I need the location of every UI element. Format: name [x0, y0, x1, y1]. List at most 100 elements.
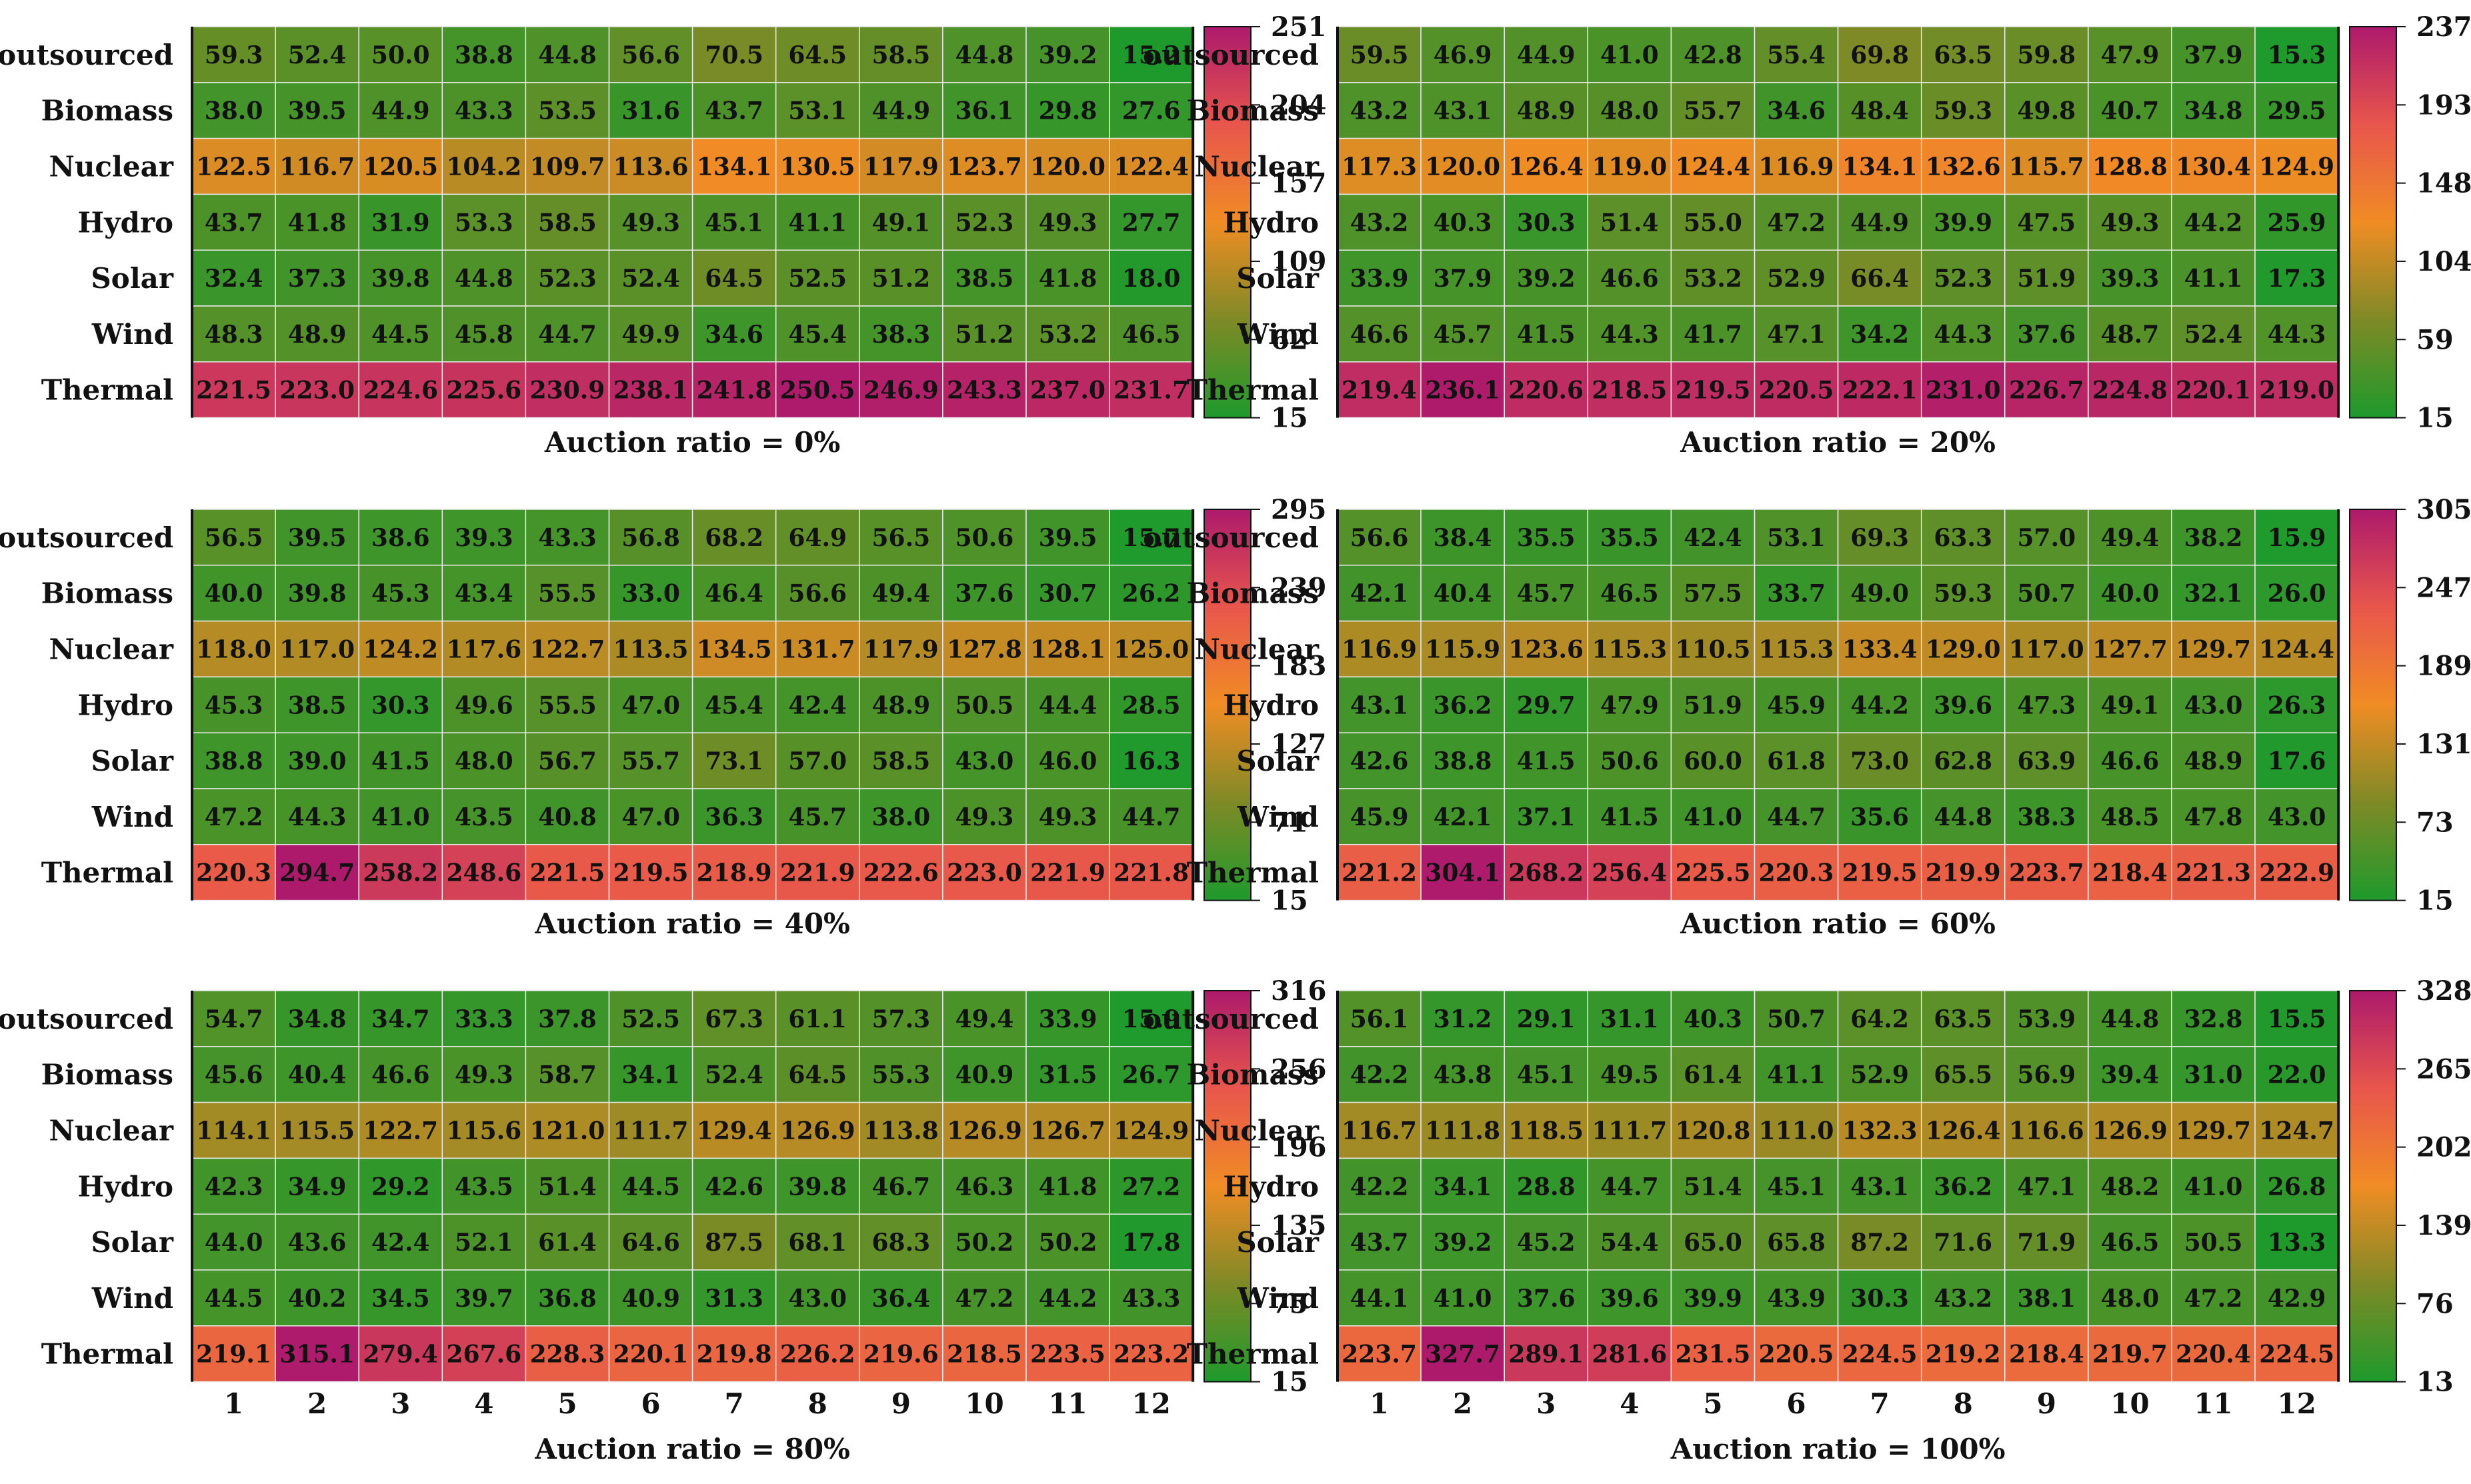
heatmap-panel-4: 56.6 38.4 35.5 35.5 42.4 53.1 69.3 63.3 57.0 49.4…: [1143, 494, 2471, 940]
cell-value-label: 127.7: [2092, 636, 2168, 664]
colorbar-tick-label: 13: [2416, 1367, 2454, 1398]
heatmap-cell: [1504, 1325, 1589, 1383]
cell-value-label: 15.7: [1122, 524, 1181, 552]
colorbar-tick-label: 193: [2416, 89, 2471, 121]
cell-value-label: 219.5: [1842, 859, 1918, 887]
cell-value-label: 30.3: [1850, 1285, 1909, 1313]
heatmap-cell: [1920, 844, 2006, 901]
cell-value-label: 27.7: [1122, 209, 1181, 237]
cell-value-label: 222.1: [1842, 377, 1918, 405]
cell-value-label: 45.9: [1350, 803, 1409, 831]
cell-value-label: 40.7: [2101, 97, 2160, 125]
cell-value-label: 17.8: [1122, 1229, 1181, 1257]
heatmap-cell: [859, 1213, 943, 1271]
heatmap-cell: [2171, 788, 2256, 845]
row-label: Biomass: [41, 577, 173, 610]
colorbar-tick-label: 328: [2416, 975, 2471, 1007]
heatmap-cell: [608, 26, 693, 83]
heatmap-cell: [1920, 990, 2006, 1047]
heatmap-cell: [1754, 249, 1839, 307]
heatmap-cell: [1754, 676, 1839, 733]
cell-value-label: 26.2: [1122, 580, 1181, 608]
heatmap-cell: [942, 732, 1027, 789]
cell-value-label: 116.7: [1342, 1117, 1417, 1145]
cell-value-label: 224.5: [1842, 1341, 1918, 1369]
cell-value-label: 44.8: [1934, 803, 1992, 831]
cell-value-label: 68.3: [872, 1229, 931, 1257]
x-tick-label: 2: [307, 1387, 327, 1420]
cell-value-label: 39.5: [288, 524, 347, 552]
cell-value-label: 42.1: [1434, 803, 1492, 831]
colorbar: [1203, 509, 1252, 901]
heatmap-cell: [275, 249, 359, 307]
cell-value-label: 33.9: [1039, 1005, 1097, 1033]
cell-value-label: 44.3: [2268, 321, 2326, 349]
cell-value-label: 36.1: [955, 97, 1014, 125]
cell-value-label: 40.0: [205, 580, 263, 608]
cell-value-label: 49.0: [1850, 580, 1909, 608]
heatmap-cell: [2254, 1046, 2339, 1103]
cell-value-label: 49.4: [2101, 524, 2160, 552]
cell-value-label: 46.9: [1434, 41, 1492, 69]
row-label: Solar: [1236, 1226, 1320, 1259]
row-label: Nuclear: [1194, 151, 1319, 183]
cell-value-label: 40.2: [288, 1285, 347, 1313]
cell-value-label: 219.5: [613, 859, 689, 887]
colorbar-tick-label: 109: [1271, 246, 1327, 277]
cell-value-label: 48.9: [288, 321, 347, 349]
cell-value-label: 52.4: [621, 265, 680, 293]
row-label: Wind: [91, 318, 173, 351]
heatmap-cell: [775, 1269, 860, 1327]
cell-value-label: 50.0: [371, 41, 430, 69]
cell-value-label: 39.9: [1684, 1285, 1742, 1313]
cell-value-label: 117.9: [863, 636, 939, 664]
cell-value-label: 30.7: [1039, 580, 1097, 608]
colorbar-tick-label: 139: [2416, 1210, 2471, 1241]
heatmap-cell: [859, 844, 943, 901]
cell-value-label: 26.0: [2268, 580, 2326, 608]
heatmap-cell: [942, 1046, 1027, 1103]
cell-value-label: 110.5: [1676, 636, 1751, 664]
cell-value-label: 126.7: [1030, 1117, 1105, 1145]
cell-value-label: 225.5: [1676, 859, 1751, 887]
heatmap-cell: [358, 82, 443, 139]
cell-value-label: 64.6: [621, 1229, 680, 1257]
cell-value-label: 43.5: [455, 803, 513, 831]
cell-value-label: 62.8: [1934, 747, 1992, 775]
cell-value-label: 45.7: [788, 803, 847, 831]
heatmap-cell: [2254, 788, 2339, 845]
cell-value-label: 42.2: [1350, 1061, 1409, 1089]
heatmap-cell: [691, 82, 777, 139]
cell-value-label: 41.0: [371, 803, 430, 831]
cell-value-label: 43.6: [288, 1229, 347, 1257]
heatmap-cell: [1337, 732, 1422, 789]
cell-value-label: 42.6: [1350, 747, 1409, 775]
x-tick-label: 3: [391, 1387, 410, 1420]
heatmap-cell: [859, 509, 943, 566]
cell-value-label: 45.1: [1517, 1061, 1576, 1089]
heatmap-cell: [275, 732, 359, 789]
cell-value-label: 45.7: [1517, 580, 1576, 608]
heatmap-cell: [2171, 990, 2256, 1047]
heatmap-cell: [358, 249, 443, 307]
heatmap-cell: [1025, 137, 1110, 195]
cell-value-label: 38.4: [1434, 524, 1492, 552]
cell-value-label: 224.6: [363, 377, 438, 405]
cell-value-label: 38.5: [288, 691, 347, 719]
heatmap-cell: [859, 620, 943, 678]
cell-value-label: 123.6: [1508, 636, 1584, 664]
cell-value-label: 49.3: [955, 803, 1014, 831]
cell-value-label: 124.9: [2259, 153, 2334, 181]
cell-value-label: 42.8: [1684, 41, 1742, 69]
colorbar-tick-label: 157: [1271, 168, 1327, 199]
cell-value-label: 124.4: [2259, 636, 2334, 664]
heatmap-cell: [2254, 676, 2339, 733]
heatmap-cell: [275, 788, 359, 845]
heatmap-cell: [859, 361, 943, 419]
cell-value-label: 126.4: [1508, 153, 1584, 181]
heatmap-cell: [1337, 193, 1422, 251]
heatmap-cell: [358, 844, 443, 901]
cell-value-label: 49.1: [2101, 691, 2160, 719]
cell-value-label: 51.2: [955, 321, 1014, 349]
heatmap-cell: [1504, 509, 1589, 566]
